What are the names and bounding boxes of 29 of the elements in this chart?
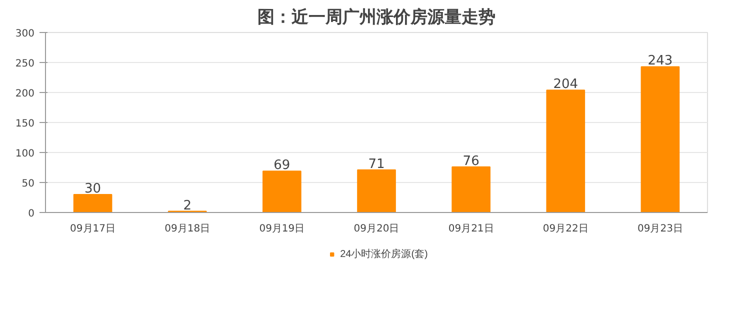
x-tick-label: 09月18日 bbox=[164, 224, 210, 234]
data-label: 69 bbox=[274, 158, 290, 174]
bar bbox=[262, 170, 302, 212]
x-tick-label: 09月20日 bbox=[354, 224, 400, 234]
y-tick-label: 200 bbox=[15, 88, 35, 100]
bar bbox=[452, 166, 490, 212]
data-label: 30 bbox=[84, 182, 102, 196]
data-label: 71 bbox=[368, 156, 385, 172]
data-label: 204 bbox=[553, 77, 578, 92]
chart-title: 图：近一周广州涨价房源量走势 bbox=[258, 8, 496, 28]
bar bbox=[640, 66, 680, 212]
x-tick-label: 09月23日 bbox=[637, 224, 683, 234]
x-tick-label: 09月21日 bbox=[448, 224, 494, 234]
legend-label: 24小时涨价房源(套) bbox=[340, 248, 428, 261]
y-tick-label: 150 bbox=[15, 118, 35, 130]
y-tick-label: 50 bbox=[22, 178, 35, 190]
data-label: 76 bbox=[462, 154, 480, 169]
x-tick-label: 09月19日 bbox=[259, 224, 305, 234]
data-label: 243 bbox=[648, 54, 673, 69]
bar bbox=[73, 194, 112, 212]
y-tick-label: 0 bbox=[28, 208, 35, 220]
x-tick-label: 09月17日 bbox=[70, 224, 116, 234]
x-tick-label: 09月22日 bbox=[542, 224, 588, 234]
y-tick-label: 100 bbox=[15, 148, 35, 160]
bar bbox=[546, 90, 586, 212]
y-tick-label: 250 bbox=[15, 58, 35, 70]
y-tick-label: 300 bbox=[15, 28, 35, 40]
bar bbox=[357, 169, 396, 212]
data-label: 2 bbox=[183, 198, 192, 214]
